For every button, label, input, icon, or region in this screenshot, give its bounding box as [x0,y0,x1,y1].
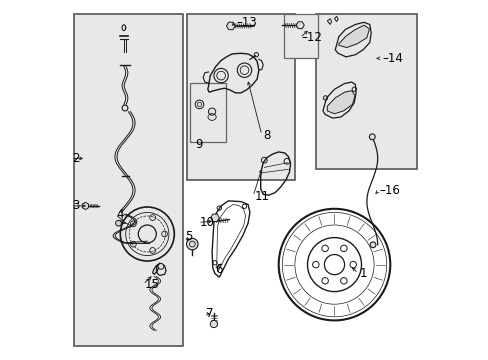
Text: 8: 8 [263,129,270,141]
Text: –12: –12 [301,31,322,44]
Text: 1: 1 [359,267,366,280]
Text: –14: –14 [381,52,402,65]
Circle shape [369,242,375,248]
Text: 7: 7 [205,307,213,320]
Text: 4: 4 [117,208,124,221]
Circle shape [208,108,215,115]
Circle shape [186,238,198,250]
Circle shape [210,320,217,328]
Polygon shape [82,202,88,210]
Text: 10: 10 [199,216,214,229]
Polygon shape [226,22,235,30]
Text: –13: –13 [236,16,257,29]
Text: 6: 6 [215,263,222,276]
Text: 9: 9 [194,138,202,150]
Text: 5: 5 [185,230,192,243]
Polygon shape [210,214,219,221]
Bar [186,14,294,180]
Circle shape [158,264,163,269]
Bar [189,83,225,142]
Circle shape [115,220,121,226]
Text: 2: 2 [72,152,80,165]
Polygon shape [338,25,368,48]
Circle shape [195,100,203,109]
Bar [284,14,318,58]
Bar [73,14,183,346]
Polygon shape [296,22,304,29]
Bar [316,14,416,169]
Text: 3: 3 [72,199,80,212]
Circle shape [368,134,374,140]
Polygon shape [326,91,354,114]
Text: 11: 11 [254,190,269,203]
Text: –16: –16 [379,184,400,197]
Text: 15: 15 [144,278,159,291]
